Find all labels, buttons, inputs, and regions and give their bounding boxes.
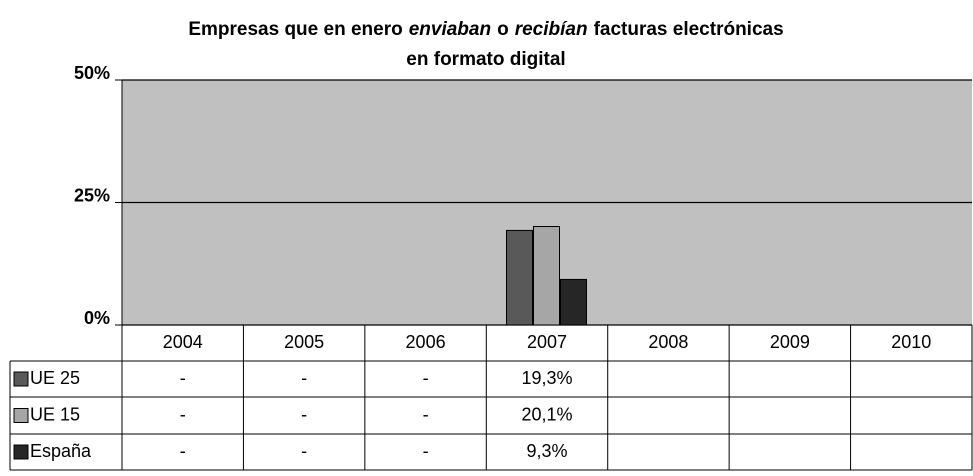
title-part: facturas electrónicas bbox=[594, 19, 784, 40]
bar bbox=[533, 226, 560, 326]
table-value: - bbox=[301, 368, 307, 388]
legend-label: UE 25 bbox=[30, 368, 80, 388]
table-value: 20,1% bbox=[521, 404, 572, 424]
table-value: - bbox=[180, 368, 186, 388]
table-value: - bbox=[423, 368, 429, 388]
x-tick-label: 2009 bbox=[770, 332, 810, 352]
table-value: - bbox=[180, 441, 186, 461]
x-tick-label: 2005 bbox=[284, 332, 324, 352]
table-value: - bbox=[301, 441, 307, 461]
title-part: en formato digital bbox=[406, 49, 565, 70]
legend-swatch bbox=[13, 408, 29, 423]
x-tick-label: 2008 bbox=[648, 332, 688, 352]
bar bbox=[560, 278, 587, 326]
table-value: 9,3% bbox=[526, 441, 567, 461]
legend-swatch bbox=[13, 444, 29, 460]
y-tick-label: 50% bbox=[74, 63, 110, 83]
title-part: recibían bbox=[515, 19, 588, 40]
chart-title: Empresas que en enero enviaban o recibían fa… bbox=[188, 19, 783, 40]
table-value: - bbox=[180, 404, 186, 424]
table-value: - bbox=[423, 441, 429, 461]
bar bbox=[506, 229, 533, 326]
table-value: - bbox=[423, 404, 429, 424]
y-tick-label: 25% bbox=[74, 185, 110, 205]
title-part: Empresas que en enero bbox=[188, 19, 402, 40]
table-value: 19,3% bbox=[521, 368, 572, 388]
legend-swatch bbox=[13, 371, 29, 387]
x-tick-label: 2007 bbox=[527, 332, 567, 352]
table-value: - bbox=[301, 404, 307, 424]
y-tick-label: 0% bbox=[84, 308, 110, 328]
legend-label: UE 15 bbox=[30, 404, 80, 424]
x-tick-label: 2004 bbox=[163, 332, 203, 352]
title-part: enviaban bbox=[409, 19, 491, 40]
chart-title: en formato digital bbox=[406, 49, 565, 70]
title-part: o bbox=[497, 19, 509, 40]
x-tick-label: 2010 bbox=[891, 332, 931, 352]
x-tick-label: 2006 bbox=[406, 332, 446, 352]
legend-label: España bbox=[30, 441, 92, 461]
